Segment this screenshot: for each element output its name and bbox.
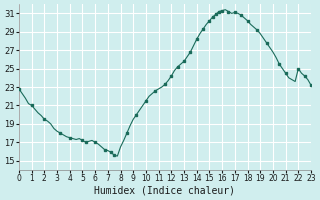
X-axis label: Humidex (Indice chaleur): Humidex (Indice chaleur) bbox=[94, 186, 236, 196]
